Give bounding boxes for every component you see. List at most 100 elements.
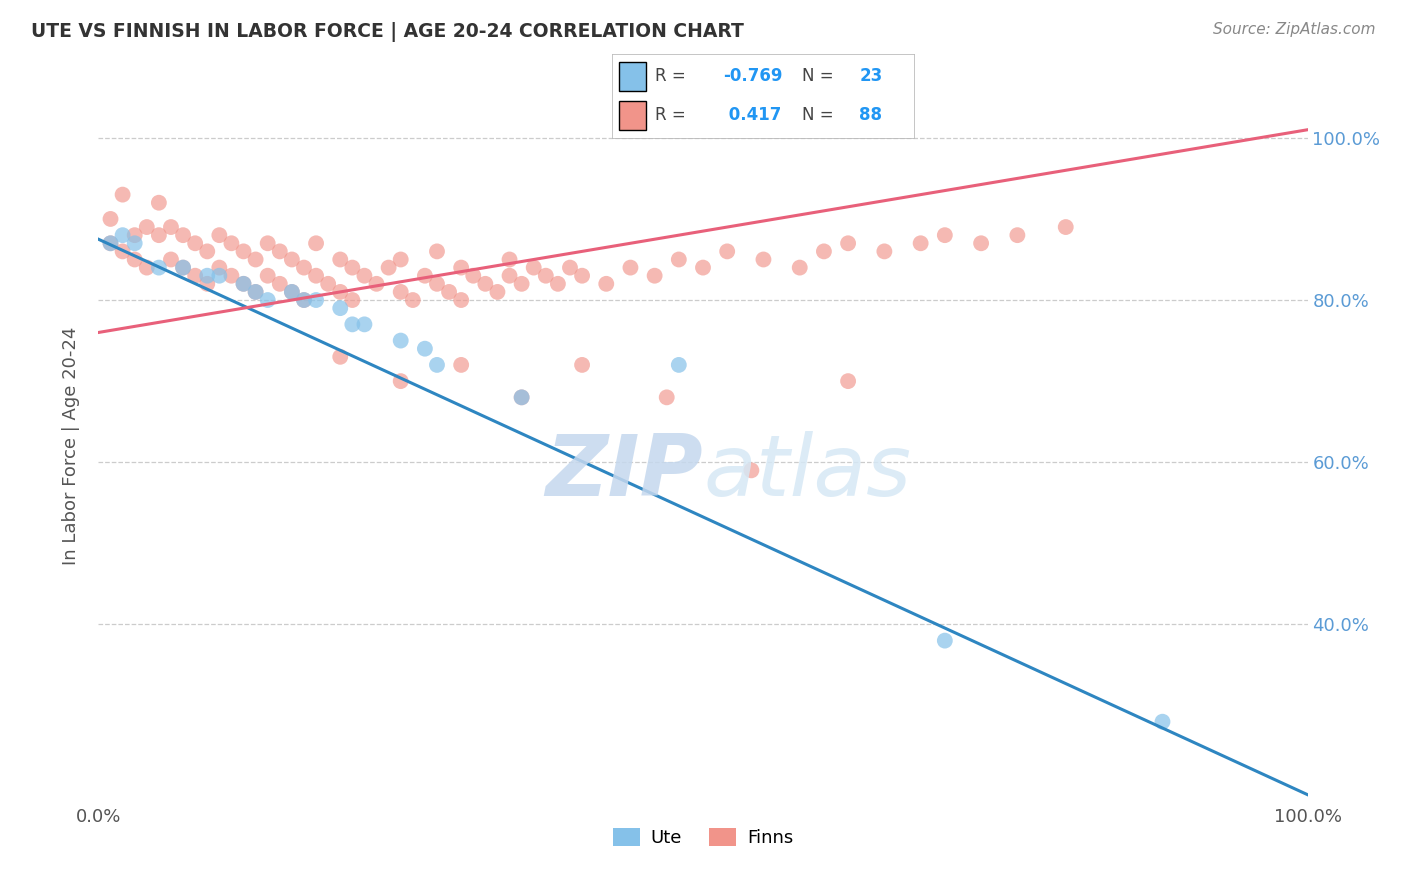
Point: [523, 260, 546, 275]
Text: N =: N =: [801, 106, 834, 124]
Point: [970, 236, 993, 251]
Point: [172, 260, 194, 275]
Point: [281, 285, 304, 299]
Point: [329, 252, 352, 267]
Point: [619, 260, 641, 275]
Point: [644, 268, 666, 283]
Point: [148, 228, 170, 243]
Point: [135, 220, 157, 235]
Point: [269, 244, 291, 259]
Point: [329, 301, 352, 315]
FancyBboxPatch shape: [619, 101, 647, 130]
Point: [389, 334, 412, 348]
Point: [292, 293, 315, 307]
Point: [305, 236, 328, 251]
Point: [1007, 228, 1029, 243]
Point: [474, 277, 496, 291]
Point: [305, 268, 328, 283]
Point: [184, 236, 207, 251]
Point: [910, 236, 932, 251]
Point: [195, 268, 218, 283]
Point: [172, 260, 194, 275]
Point: [389, 252, 412, 267]
Point: [426, 277, 449, 291]
Point: [100, 236, 122, 251]
Text: -0.769: -0.769: [724, 68, 783, 86]
Point: [595, 277, 617, 291]
Point: [752, 252, 775, 267]
Legend: Ute, Finns: Ute, Finns: [606, 821, 800, 855]
Point: [813, 244, 835, 259]
Point: [292, 260, 315, 275]
Point: [256, 293, 278, 307]
Point: [716, 244, 738, 259]
Point: [389, 374, 412, 388]
Text: 88: 88: [859, 106, 883, 124]
Point: [692, 260, 714, 275]
Point: [740, 463, 762, 477]
Text: 0.417: 0.417: [724, 106, 782, 124]
Point: [534, 268, 557, 283]
Point: [389, 285, 412, 299]
Point: [232, 277, 254, 291]
Point: [281, 285, 304, 299]
Point: [269, 277, 291, 291]
Y-axis label: In Labor Force | Age 20-24: In Labor Force | Age 20-24: [62, 326, 80, 566]
Point: [124, 228, 146, 243]
Text: 23: 23: [859, 68, 883, 86]
Point: [571, 268, 593, 283]
Point: [256, 236, 278, 251]
Point: [124, 236, 146, 251]
Point: [426, 358, 449, 372]
Point: [100, 211, 122, 226]
Point: [281, 252, 304, 267]
Point: [245, 285, 267, 299]
Point: [305, 293, 328, 307]
Point: [342, 318, 364, 332]
Point: [195, 244, 218, 259]
Point: [1152, 714, 1174, 729]
Point: [486, 285, 509, 299]
Point: [498, 268, 520, 283]
Point: [208, 228, 231, 243]
Point: [426, 244, 449, 259]
Point: [221, 236, 243, 251]
Point: [668, 358, 690, 372]
Text: R =: R =: [655, 68, 686, 86]
Point: [221, 268, 243, 283]
Text: Source: ZipAtlas.com: Source: ZipAtlas.com: [1212, 22, 1375, 37]
Point: [329, 285, 352, 299]
Text: R =: R =: [655, 106, 686, 124]
Point: [124, 252, 146, 267]
Point: [837, 374, 859, 388]
Point: [111, 187, 134, 202]
Point: [111, 244, 134, 259]
Point: [837, 236, 859, 251]
Point: [342, 260, 364, 275]
Point: [160, 220, 183, 235]
Point: [547, 277, 569, 291]
FancyBboxPatch shape: [619, 62, 647, 91]
Point: [160, 252, 183, 267]
Point: [329, 350, 352, 364]
Point: [366, 277, 388, 291]
Point: [184, 268, 207, 283]
Point: [256, 268, 278, 283]
Point: [510, 390, 533, 404]
Point: [498, 252, 520, 267]
Point: [1054, 220, 1077, 235]
Point: [668, 252, 690, 267]
Point: [148, 260, 170, 275]
Point: [571, 358, 593, 372]
Point: [232, 277, 254, 291]
Point: [450, 260, 472, 275]
Text: ZIP: ZIP: [546, 431, 703, 515]
Point: [135, 260, 157, 275]
Point: [148, 195, 170, 210]
Point: [208, 260, 231, 275]
Point: [292, 293, 315, 307]
Point: [934, 633, 956, 648]
Point: [413, 268, 436, 283]
Point: [463, 268, 485, 283]
Point: [100, 236, 122, 251]
